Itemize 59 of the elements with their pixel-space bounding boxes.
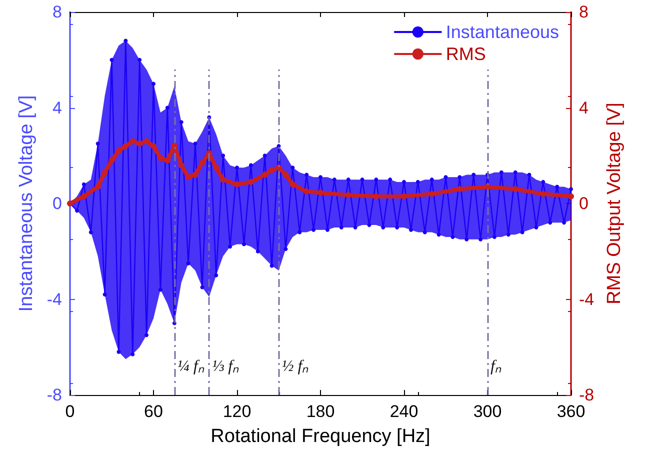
point <box>512 186 518 192</box>
point <box>130 138 136 144</box>
point <box>108 157 115 164</box>
y-tick-label: 8 <box>52 2 62 22</box>
point <box>456 186 463 192</box>
point <box>318 190 324 196</box>
legend-label: Instantaneous <box>446 22 560 42</box>
x-tick-label: 300 <box>473 402 502 421</box>
y2-tick-label: 8 <box>579 2 588 22</box>
point <box>248 178 254 185</box>
y-tick-label: -4 <box>46 290 62 309</box>
point <box>116 148 122 154</box>
y-tick-label: 0 <box>52 194 62 213</box>
point <box>401 193 407 200</box>
y-tick-label: 4 <box>52 98 62 118</box>
ref-line-label: ½ fₙ <box>282 358 310 375</box>
y-tick-label: -8 <box>46 386 62 404</box>
point <box>199 160 206 166</box>
point <box>94 184 101 190</box>
point <box>568 193 574 200</box>
point <box>157 155 164 162</box>
point <box>192 172 198 178</box>
point <box>428 190 435 197</box>
ref-line-label: ⅓ fₙ <box>212 358 240 375</box>
x-tick-label: 360 <box>556 402 586 421</box>
point <box>150 143 156 150</box>
x-tick-label: 0 <box>65 402 75 421</box>
x-tick-label: 240 <box>390 402 418 421</box>
point <box>136 140 143 147</box>
y2-tick-label: -4 <box>579 290 594 309</box>
y2-tick-label: 0 <box>579 194 588 213</box>
point <box>268 166 275 173</box>
point <box>345 192 352 198</box>
point <box>234 181 240 188</box>
point <box>178 162 184 168</box>
point <box>144 138 150 144</box>
x-tick-label: 60 <box>144 402 163 421</box>
point <box>290 181 296 188</box>
point <box>122 143 129 150</box>
y2-tick-label: -8 <box>579 386 594 404</box>
ref-line-label: fₙ <box>490 358 502 375</box>
x-axis-title: Rotational Frequency [Hz] <box>210 426 430 447</box>
point <box>80 193 87 200</box>
point <box>102 169 108 176</box>
point <box>262 172 268 178</box>
ref-line-label: ¼ fₙ <box>177 358 205 375</box>
point <box>213 164 220 171</box>
x-tick-label: 120 <box>222 402 252 421</box>
legend-label: RMS <box>446 44 486 64</box>
point <box>282 172 289 178</box>
point <box>164 157 170 164</box>
y2-tick-label: 4 <box>579 98 588 118</box>
x-tick-label: 180 <box>306 402 335 421</box>
point <box>220 176 226 183</box>
point <box>540 190 546 197</box>
y-axis-title: Instantaneous Voltage [V] <box>16 95 37 312</box>
y2-axis-title: RMS Output Voltage [V] <box>604 102 626 304</box>
point <box>304 188 310 195</box>
point <box>185 174 192 180</box>
